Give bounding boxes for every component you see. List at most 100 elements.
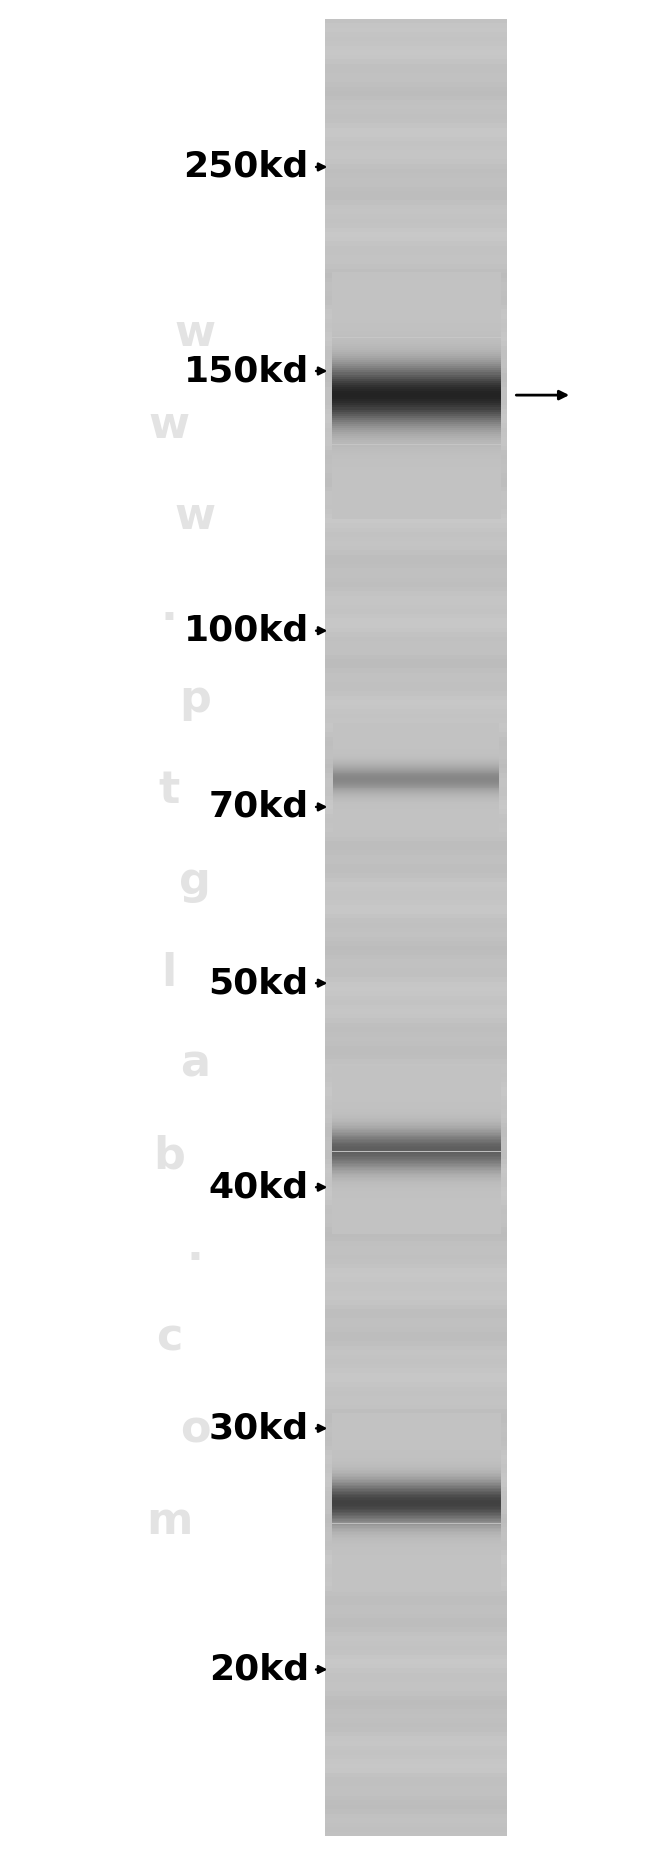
Bar — [332, 343, 500, 345]
Bar — [325, 633, 507, 636]
Bar — [332, 284, 500, 286]
Bar — [325, 364, 507, 369]
Bar — [332, 403, 500, 406]
Bar — [325, 890, 507, 896]
Bar — [325, 1614, 507, 1618]
Text: 100kd: 100kd — [183, 614, 309, 647]
Bar — [332, 278, 500, 280]
Bar — [325, 1222, 507, 1228]
Bar — [325, 291, 507, 295]
Bar — [332, 445, 500, 447]
Bar — [325, 1742, 507, 1746]
Bar — [325, 1382, 507, 1386]
Bar — [325, 686, 507, 692]
Bar — [325, 692, 507, 696]
Bar — [325, 78, 507, 82]
Bar — [325, 746, 507, 749]
Bar — [325, 37, 507, 41]
Bar — [325, 1018, 507, 1022]
Bar — [325, 1664, 507, 1668]
Bar — [325, 1278, 507, 1282]
Bar — [325, 1792, 507, 1796]
Bar — [325, 91, 507, 96]
Bar — [325, 931, 507, 937]
Bar — [332, 395, 500, 397]
Bar — [332, 377, 500, 378]
Bar — [325, 1081, 507, 1087]
Bar — [325, 1373, 507, 1378]
Bar — [332, 451, 500, 453]
Bar — [332, 477, 500, 479]
Bar — [325, 877, 507, 883]
Bar — [325, 736, 507, 742]
Text: a: a — [180, 1043, 210, 1085]
Bar — [332, 501, 500, 503]
Bar — [325, 1610, 507, 1614]
Bar — [325, 323, 507, 328]
Bar — [325, 310, 507, 313]
Bar — [332, 286, 500, 288]
Bar — [332, 358, 500, 360]
Bar — [332, 365, 500, 369]
Bar — [332, 467, 500, 469]
Bar — [325, 32, 507, 37]
Bar — [325, 573, 507, 577]
Bar — [332, 321, 500, 323]
Bar — [325, 1714, 507, 1718]
Bar — [325, 1723, 507, 1727]
Bar — [325, 345, 507, 351]
Bar — [325, 237, 507, 241]
Bar — [325, 1159, 507, 1163]
Bar — [332, 466, 500, 467]
Bar — [332, 280, 500, 282]
Bar — [332, 382, 500, 384]
Bar — [325, 1087, 507, 1091]
Bar — [325, 1041, 507, 1046]
Bar — [325, 805, 507, 809]
Bar — [325, 63, 507, 69]
Bar — [325, 532, 507, 536]
Bar — [332, 288, 500, 289]
Bar — [332, 432, 500, 434]
Bar — [325, 1310, 507, 1313]
Bar — [325, 19, 507, 22]
Bar — [332, 351, 500, 352]
Bar — [325, 1287, 507, 1291]
Bar — [325, 1655, 507, 1658]
Bar — [325, 423, 507, 429]
Bar — [325, 1428, 507, 1432]
Bar — [325, 759, 507, 764]
Bar — [325, 709, 507, 714]
Bar — [325, 1028, 507, 1031]
Bar — [332, 375, 500, 377]
Bar — [332, 315, 500, 317]
Bar — [325, 1128, 507, 1132]
Bar — [325, 796, 507, 800]
Bar — [325, 1708, 507, 1714]
Bar — [325, 1395, 507, 1401]
Bar — [325, 328, 507, 332]
Bar — [332, 306, 500, 308]
Bar — [325, 100, 507, 106]
Bar — [325, 1247, 507, 1250]
Bar — [325, 683, 507, 686]
Bar — [332, 275, 500, 276]
Bar — [325, 1592, 507, 1595]
Bar — [325, 777, 507, 783]
Bar — [332, 401, 500, 403]
Bar — [332, 458, 500, 460]
Bar — [325, 1172, 507, 1178]
Bar — [325, 1473, 507, 1477]
Bar — [332, 414, 500, 416]
Bar — [325, 1009, 507, 1015]
Bar — [325, 937, 507, 940]
Bar — [325, 113, 507, 119]
Bar — [325, 295, 507, 301]
Bar — [325, 749, 507, 755]
Bar — [325, 1605, 507, 1610]
Bar — [325, 1809, 507, 1814]
Text: o: o — [180, 1408, 210, 1451]
Bar — [325, 1645, 507, 1651]
Bar — [325, 642, 507, 646]
Bar — [325, 718, 507, 723]
